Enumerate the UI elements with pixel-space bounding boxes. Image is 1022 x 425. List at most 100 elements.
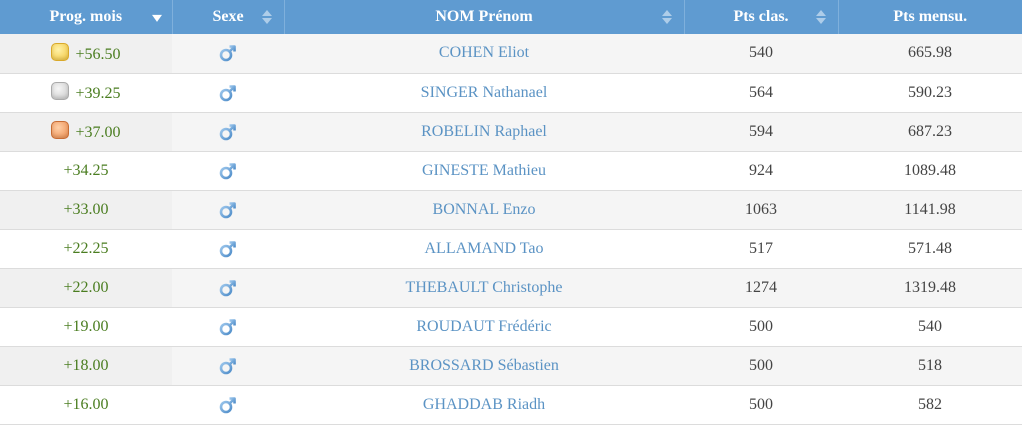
prog-mois-header[interactable]: Prog. mois — [0, 0, 173, 34]
player-name-link[interactable]: ALLAMAND Tao — [424, 239, 544, 257]
pts-clas-cell: 540 — [749, 44, 773, 62]
sexe-header[interactable]: Sexe — [172, 0, 285, 34]
sexe-cell — [172, 112, 284, 151]
column-label: Pts clas. — [733, 8, 789, 25]
male-icon — [218, 43, 238, 63]
sexe-cell — [172, 151, 284, 190]
pts-mensu-cell: 1089.48 — [904, 161, 956, 179]
pts-mensu-cell: 665.98 — [908, 44, 952, 62]
prog-mois-cell: +22.25 — [0, 229, 172, 268]
sexe-cell — [172, 229, 284, 268]
table-row: +22.00 THEBAULT Christophe 1274 1319.48 — [0, 268, 1022, 307]
prog-value: +18.00 — [63, 356, 109, 374]
prog-mois-cell: +56.50 — [0, 34, 172, 73]
prog-value: +37.00 — [75, 124, 121, 141]
pts-clas-cell: 517 — [749, 239, 773, 257]
table-row: +56.50 COHEN Eliot 540 665.98 — [0, 34, 1022, 73]
prog-mois-cell: +34.25 — [0, 151, 172, 190]
sexe-cell — [172, 385, 284, 424]
table-row: +16.00 GHADDAB Riadh 500 582 — [0, 385, 1022, 424]
column-label: Prog. mois — [49, 8, 123, 25]
sexe-cell — [172, 346, 284, 385]
pts-mensu-cell: 540 — [918, 317, 942, 335]
pts-clas-cell: 924 — [749, 161, 773, 179]
nom-prenom-header[interactable]: NOM Prénom — [284, 0, 685, 34]
sort-arrows-icon[interactable] — [261, 10, 272, 24]
pts-mensu-cell: 518 — [918, 356, 942, 374]
pts-mensu-header[interactable]: Pts mensu. — [838, 0, 1022, 34]
sort-arrows-icon[interactable] — [815, 10, 826, 24]
prog-value: +22.00 — [63, 278, 109, 296]
table-row: +34.25 GINESTE Mathieu 924 1089.48 — [0, 151, 1022, 190]
table-row: +37.00 ROBELIN Raphael 594 687.23 — [0, 112, 1022, 151]
pts-clas-cell: 1274 — [745, 278, 777, 296]
prog-value: +56.50 — [75, 45, 121, 63]
pts-clas-cell: 500 — [749, 395, 773, 413]
prog-mois-cell: +16.00 — [0, 385, 172, 424]
pts-clas-cell: 1063 — [745, 200, 777, 218]
prog-mois-cell: +19.00 — [0, 307, 172, 346]
pts-mensu-cell: 590.23 — [908, 83, 952, 101]
male-icon — [218, 278, 238, 298]
sort-desc-icon[interactable] — [151, 14, 162, 22]
column-label: Pts mensu. — [893, 8, 968, 25]
prog-value: +39.25 — [75, 85, 121, 102]
prog-mois-cell: +33.00 — [0, 190, 172, 229]
pts-clas-cell: 594 — [749, 122, 773, 140]
sexe-cell — [172, 73, 284, 112]
prog-mois-cell: +39.25 — [0, 73, 172, 112]
prog-value: +19.00 — [63, 317, 109, 335]
prog-value: +34.25 — [63, 161, 109, 179]
male-icon — [218, 356, 238, 376]
table-body: +56.50 COHEN Eliot 540 665.98 +39.25 SINGER N… — [0, 34, 1022, 424]
pts-mensu-cell: 571.48 — [908, 239, 952, 257]
male-icon — [218, 122, 238, 142]
player-name-link[interactable]: THEBAULT Christophe — [405, 278, 563, 296]
pts-clas-header[interactable]: Pts clas. — [684, 0, 839, 34]
pts-mensu-cell: 582 — [918, 395, 942, 413]
silver-medal-icon — [51, 82, 70, 100]
prog-mois-cell: +37.00 — [0, 112, 172, 151]
player-name-link[interactable]: GINESTE Mathieu — [422, 161, 546, 179]
male-icon — [218, 317, 238, 337]
player-name-link[interactable]: SINGER Nathanael — [420, 83, 548, 101]
player-name-link[interactable]: BONNAL Enzo — [432, 200, 536, 218]
table-header: Prog. mois Sexe NOM Prénom Pts clas. Pts men… — [0, 0, 1022, 34]
player-name-link[interactable]: ROBELIN Raphael — [421, 122, 547, 140]
player-name-link[interactable]: ROUDAUT Frédéric — [416, 317, 552, 335]
pts-mensu-cell: 687.23 — [908, 122, 952, 140]
male-icon — [218, 239, 238, 259]
table-row: +19.00 ROUDAUT Frédéric 500 540 — [0, 307, 1022, 346]
prog-mois-cell: +18.00 — [0, 346, 172, 385]
column-label: Sexe — [212, 8, 244, 25]
table-row: +33.00 BONNAL Enzo 1063 1141.98 — [0, 190, 1022, 229]
player-name-link[interactable]: COHEN Eliot — [438, 44, 530, 62]
sexe-cell — [172, 307, 284, 346]
sexe-cell — [172, 34, 284, 73]
player-name-link[interactable]: BROSSARD Sébastien — [409, 356, 559, 374]
column-label: NOM Prénom — [435, 8, 533, 25]
prog-value: +33.00 — [63, 200, 109, 218]
sexe-cell — [172, 190, 284, 229]
male-icon — [218, 395, 238, 415]
pts-clas-cell: 500 — [749, 317, 773, 335]
sexe-cell — [172, 268, 284, 307]
table-row: +18.00 BROSSARD Sébastien 500 518 — [0, 346, 1022, 385]
pts-mensu-cell: 1319.48 — [904, 278, 956, 296]
gold-medal-icon — [51, 42, 70, 61]
pts-clas-cell: 500 — [749, 356, 773, 374]
pts-clas-cell: 564 — [749, 83, 773, 101]
player-name-link[interactable]: GHADDAB Riadh — [422, 395, 546, 413]
prog-mois-cell: +22.00 — [0, 268, 172, 307]
table-row: +22.25 ALLAMAND Tao 517 571.48 — [0, 229, 1022, 268]
sort-arrows-icon[interactable] — [661, 10, 672, 24]
prog-value: +16.00 — [63, 395, 109, 413]
male-icon — [218, 200, 238, 220]
prog-value: +22.25 — [63, 239, 109, 257]
table-row: +39.25 SINGER Nathanael 564 590.23 — [0, 73, 1022, 112]
male-icon — [218, 83, 238, 103]
male-icon — [218, 161, 238, 181]
pts-mensu-cell: 1141.98 — [904, 200, 956, 218]
bronze-medal-icon — [51, 121, 70, 139]
